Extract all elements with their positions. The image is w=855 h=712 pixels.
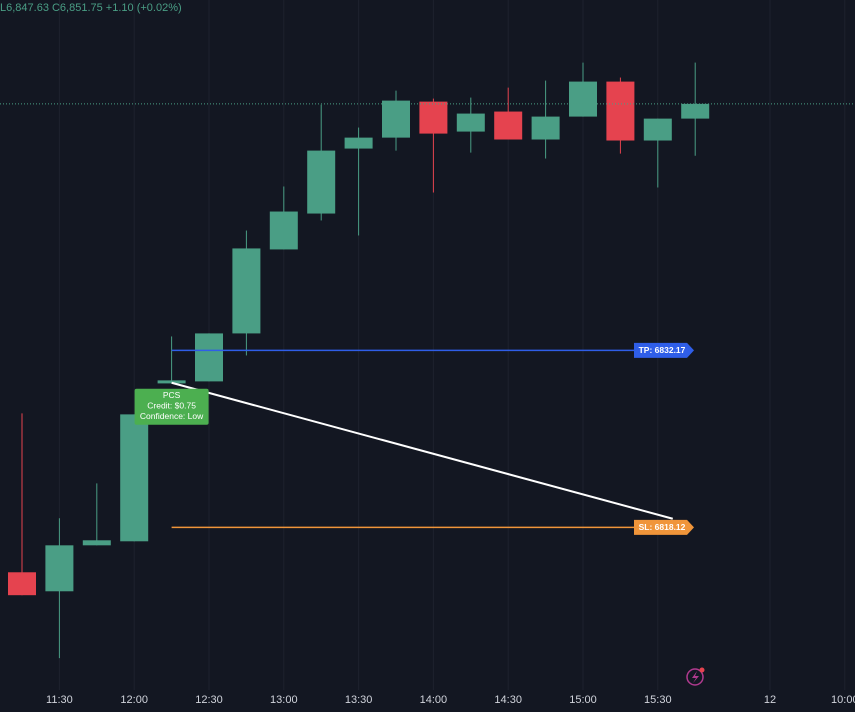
x-tick-label: 15:00 (569, 694, 597, 706)
annotation-text: Confidence: Low (140, 411, 204, 421)
x-tick-label: 15:30 (644, 694, 672, 706)
candle-body (643, 118, 672, 141)
alert-icon (686, 667, 705, 686)
candle-body (606, 81, 635, 141)
level-label: TP: 6832.17 (639, 345, 686, 355)
x-tick-label: 13:00 (270, 694, 298, 706)
annotation-box (134, 388, 209, 425)
candle-body (120, 414, 149, 542)
level-label: SL: 6818.12 (639, 522, 686, 532)
price-header: L6,847.63 C6,851.75 +1.10 (+0.02%) (0, 2, 182, 14)
x-tick-label: 10:00 (831, 694, 855, 706)
trend-line (171, 381, 674, 520)
x-tick-label: 14:30 (494, 694, 522, 706)
level-tag (634, 519, 694, 535)
candle-body (157, 380, 186, 384)
candle-body (382, 100, 410, 138)
candle-body (456, 113, 485, 132)
candle-body (195, 333, 223, 382)
candle-body (419, 101, 448, 134)
candle-body (681, 103, 710, 119)
candle-body (232, 248, 261, 334)
candle-body (344, 137, 373, 149)
annotation-text: PCS (163, 390, 181, 400)
candle-body (531, 116, 560, 140)
x-tick-label: 12 (764, 694, 776, 706)
x-tick-label: 13:30 (345, 694, 373, 706)
x-tick-label: 12:00 (120, 694, 148, 706)
x-tick-label: 12:30 (195, 694, 223, 706)
level-tag (634, 342, 694, 358)
x-tick-label: 14:00 (420, 694, 448, 706)
candle-body (8, 572, 36, 596)
candle-body (82, 540, 111, 546)
candle-body (45, 545, 74, 592)
annotation-text: Credit: $0.75 (147, 401, 196, 411)
candle-body (269, 211, 298, 250)
candle-body (494, 111, 523, 140)
candle-body (569, 81, 597, 117)
candle-body (307, 150, 336, 214)
x-tick-label: 11:30 (46, 694, 73, 706)
